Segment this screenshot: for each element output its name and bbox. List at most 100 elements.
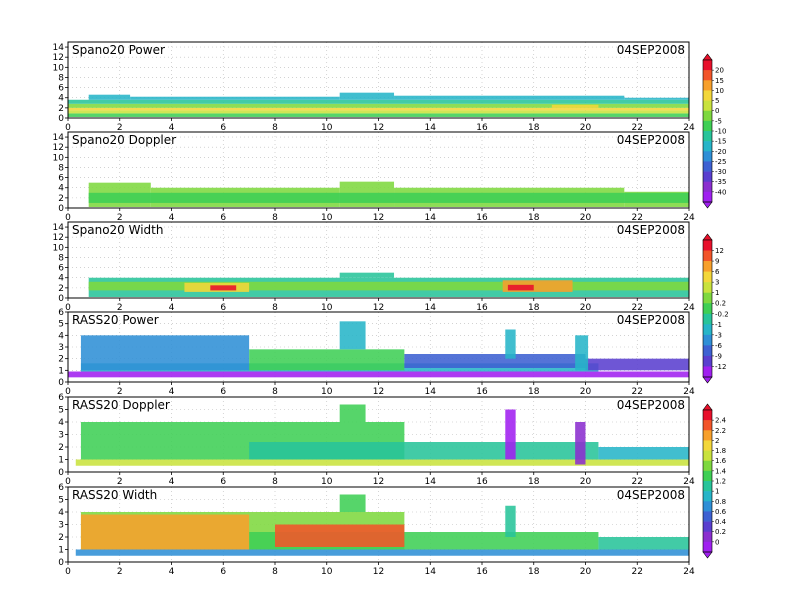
y-tick-label: 2 <box>58 355 64 365</box>
colorbar-segment <box>703 420 712 431</box>
colorbar-label: 0.2 <box>715 528 726 536</box>
x-tick-label: 20 <box>580 387 592 397</box>
colorbar-label: 12 <box>715 247 724 255</box>
colorbar-label: 6 <box>715 268 720 276</box>
colorbar-segment <box>703 271 712 283</box>
y-tick-label: 4 <box>58 274 64 284</box>
x-tick-label: 18 <box>528 123 540 133</box>
colorbar-segment <box>703 191 712 203</box>
x-tick-label: 2 <box>117 303 123 313</box>
panel-date: 04SEP2008 <box>617 398 685 412</box>
x-tick-label: 4 <box>169 303 175 313</box>
colorbar-arrow-top <box>702 53 713 61</box>
y-tick-label: 3 <box>58 343 64 353</box>
x-tick-label: 22 <box>632 303 643 313</box>
y-tick-label: 2 <box>58 194 64 204</box>
data-band <box>210 285 237 291</box>
x-tick-label: 10 <box>321 123 333 133</box>
colorbar-label: 1 <box>715 488 719 496</box>
x-tick-label: 22 <box>632 567 643 577</box>
panel-date: 04SEP2008 <box>617 133 685 147</box>
y-tick-label: 6 <box>58 84 64 94</box>
colorbar-label: 0.4 <box>715 518 727 526</box>
x-tick-label: 2 <box>117 567 123 577</box>
colorbar-label: -0.2 <box>715 310 729 318</box>
colorbar-1: 20 15 10 5 0 -5 -10 -15 -20 -25 -30 -35 -40 <box>702 53 726 209</box>
x-tick-label: 20 <box>580 477 592 487</box>
colorbar-label: -3 <box>715 331 722 339</box>
colorbar-segment <box>703 292 712 304</box>
colorbar-segment <box>703 60 712 71</box>
colorbar-frame <box>702 239 713 378</box>
colorbar-label: -25 <box>715 158 726 166</box>
data-band <box>249 349 405 371</box>
colorbar-segment <box>703 334 712 346</box>
colorbar-label: -40 <box>715 188 726 196</box>
x-tick-label: 4 <box>169 477 175 487</box>
colorbar-arrow-top <box>702 233 713 241</box>
colorbar-segment <box>703 90 712 101</box>
colorbar-segment <box>703 521 712 533</box>
x-tick-label: 14 <box>425 387 437 397</box>
y-tick-label: 6 <box>58 174 64 184</box>
y-tick-label: 14 <box>53 133 65 143</box>
x-tick-label: 4 <box>169 387 175 397</box>
panel-title: Spano20 Width <box>72 223 163 237</box>
y-tick-label: 12 <box>53 233 64 243</box>
x-tick-label: 0 <box>65 123 71 133</box>
data-band <box>68 99 689 104</box>
data-band <box>339 92 395 100</box>
panel-title: RASS20 Width <box>72 488 157 502</box>
x-tick-label: 22 <box>632 477 643 487</box>
y-tick-label: 4 <box>58 418 64 428</box>
colorbar-label: -10 <box>715 128 726 136</box>
colorbar-label: 9 <box>715 258 719 266</box>
x-tick-label: 18 <box>528 567 540 577</box>
colorbar-label: -35 <box>715 178 726 186</box>
x-tick-label: 24 <box>683 567 695 577</box>
colorbar-segment <box>703 100 712 112</box>
x-tick-label: 0 <box>65 303 71 313</box>
colorbar-2: 12 9 6 3 1 0.2 -0.2 -1 -3 -6 -9 -12 <box>702 233 729 384</box>
colorbar-segment <box>703 80 712 91</box>
x-tick-label: 14 <box>425 213 437 223</box>
colorbar-label: 3 <box>715 279 719 287</box>
colorbar-segment <box>703 120 712 132</box>
colorbar-segment <box>703 303 712 315</box>
colorbar-segment <box>703 460 712 472</box>
x-tick-label: 16 <box>476 303 488 313</box>
colorbar-label: -9 <box>715 352 722 360</box>
panel-title: Spano20 Doppler <box>72 133 176 147</box>
colorbar-segment <box>703 345 712 357</box>
y-tick-label: 1 <box>58 546 64 556</box>
x-tick-label: 8 <box>272 123 278 133</box>
colorbar-segment <box>703 110 712 122</box>
x-tick-label: 4 <box>169 567 175 577</box>
data-band <box>339 321 366 350</box>
colorbar-label: 15 <box>715 77 724 85</box>
panel-date: 04SEP2008 <box>617 43 685 57</box>
data-band <box>394 95 625 100</box>
data-band <box>585 358 689 371</box>
colorbar-segment <box>703 240 712 251</box>
y-tick-label: 6 <box>58 264 64 274</box>
colorbar-segment <box>703 470 712 482</box>
colorbar-label: 2.2 <box>715 427 726 435</box>
colorbar-segment <box>703 501 712 512</box>
colorbar-label: 5 <box>715 97 719 105</box>
x-tick-label: 12 <box>373 123 384 133</box>
colorbar-arrow-bottom <box>702 551 713 559</box>
x-tick-label: 18 <box>528 303 540 313</box>
y-tick-label: 12 <box>53 143 64 153</box>
x-tick-label: 10 <box>321 477 333 487</box>
colorbar-label: 0.8 <box>715 498 726 506</box>
colorbar-label: -15 <box>715 138 726 146</box>
x-tick-label: 12 <box>373 213 384 223</box>
x-tick-label: 18 <box>528 213 540 223</box>
colorbar-label: 2.4 <box>715 417 727 425</box>
colorbar-segment <box>703 541 712 553</box>
data-band <box>551 104 599 108</box>
x-tick-label: 12 <box>373 387 384 397</box>
